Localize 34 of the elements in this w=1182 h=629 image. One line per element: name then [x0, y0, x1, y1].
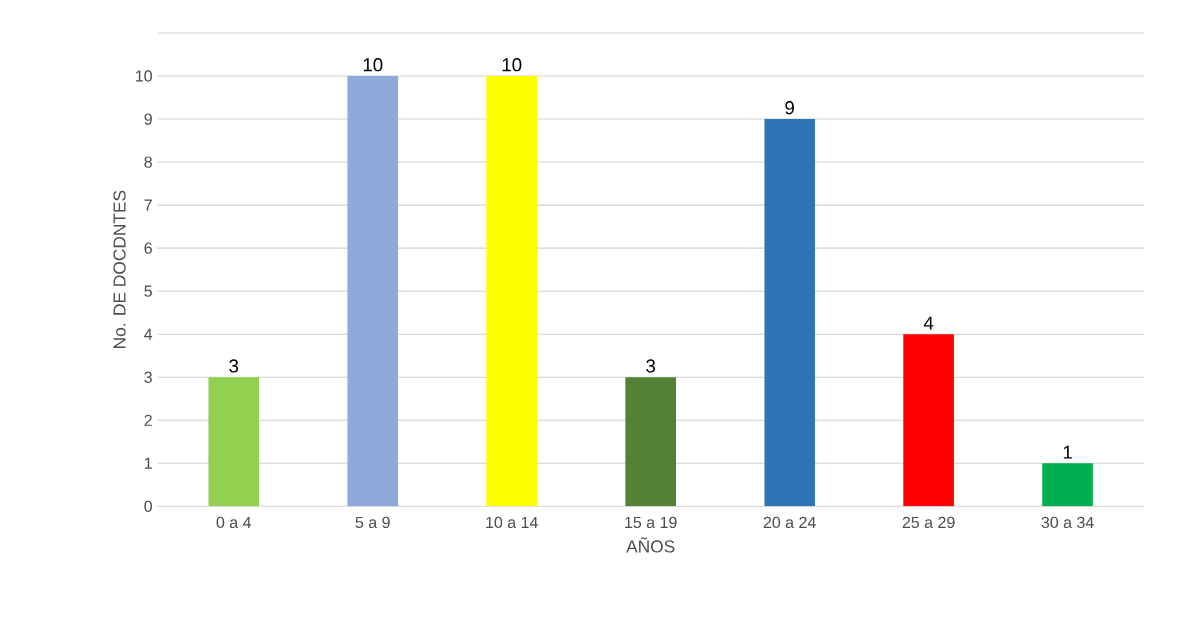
data-label: 3 [229, 359, 239, 373]
y-tick-label: 5 [144, 285, 152, 297]
x-tick-label: 5 a 9 [355, 516, 390, 529]
y-tick-label: 8 [144, 156, 152, 168]
y-tick-label: 1 [144, 457, 152, 469]
data-label: 10 [363, 58, 383, 72]
y-tick-label: 10 [136, 70, 152, 82]
bar [208, 377, 260, 507]
x-tick-label: 30 a 34 [1041, 516, 1094, 529]
data-label: 10 [502, 58, 522, 72]
y-axis-title: No. DE DOCDNTES [113, 190, 126, 349]
y-tick-label: 0 [144, 500, 153, 512]
data-label: 9 [785, 101, 794, 115]
x-tick-label: 20 a 24 [763, 516, 816, 529]
data-label: 4 [923, 316, 934, 330]
bar [486, 76, 538, 507]
bar [625, 377, 676, 507]
bar [764, 119, 815, 507]
x-tick-label: 25 a 29 [902, 516, 955, 529]
x-tick-label: 15 a 19 [625, 516, 677, 529]
data-label: 1 [1063, 445, 1072, 459]
y-tick-label: 6 [144, 242, 152, 254]
y-tick-label: 3 [144, 371, 152, 383]
x-axis-title: AÑOS [626, 537, 675, 553]
bar [903, 334, 954, 507]
y-tick-label: 4 [144, 328, 153, 340]
x-tick-label: 0 a 4 [216, 516, 252, 529]
data-label: 3 [646, 359, 656, 373]
bar [347, 76, 399, 507]
x-tick-label: 10 a 14 [486, 516, 538, 529]
bar [1042, 463, 1093, 507]
y-tick-label: 9 [144, 113, 152, 125]
y-tick-label: 7 [144, 199, 152, 211]
y-tick-label: 2 [144, 414, 152, 426]
